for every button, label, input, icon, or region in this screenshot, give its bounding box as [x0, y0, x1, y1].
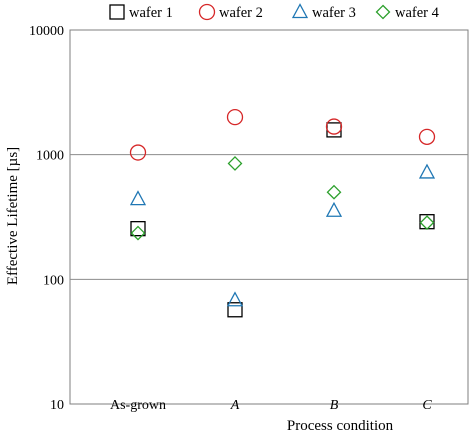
legend-label: wafer 2: [219, 5, 263, 21]
y-tick-labels: 10 100 1000 10000: [29, 24, 64, 413]
x-category-label: As-grown: [110, 398, 166, 413]
plot-frame: [69, 29, 469, 405]
legend-item: wafer 3: [291, 3, 356, 21]
legend-label: wafer 4: [395, 5, 440, 21]
legend-square-marker: [109, 4, 125, 20]
circle-marker: [418, 128, 436, 145]
legend-circle-marker: [198, 3, 216, 21]
legend-label: wafer 3: [312, 5, 356, 21]
legend-triangle-marker: [291, 3, 309, 19]
x-category-label: A: [230, 398, 240, 413]
circle-marker: [325, 118, 343, 135]
legend-item: wafer 4: [375, 4, 440, 21]
diamond-marker: [130, 225, 146, 241]
legend-item: wafer 1: [109, 4, 173, 21]
diamond-marker: [326, 184, 342, 200]
legend-diamond-marker: [375, 4, 391, 20]
y-tick-label: 100: [43, 273, 64, 288]
x-category-labels: As-grown A B C: [70, 398, 468, 413]
triangle-marker: [418, 163, 436, 179]
diamond-marker: [419, 215, 435, 231]
triangle-marker: [226, 291, 244, 307]
y-tick-label: 1000: [36, 149, 64, 164]
square-marker: [326, 122, 342, 138]
legend: wafer 1 wafer 2 wafer 3 wafer 4: [109, 3, 440, 21]
y-tick-label: 10: [50, 398, 64, 413]
triangle-marker: [129, 190, 147, 206]
y-axis-title: Effective Lifetime [µs]: [5, 147, 21, 285]
y-tick-label: 10000: [29, 24, 64, 39]
diamond-marker: [227, 156, 243, 171]
square-marker: [130, 221, 146, 237]
square-marker: [227, 302, 243, 318]
legend-label: wafer 1: [129, 5, 173, 21]
circle-marker: [226, 108, 244, 126]
x-category-label: B: [330, 398, 339, 413]
data-points: [129, 108, 436, 318]
x-category-label: C: [422, 398, 432, 413]
triangle-marker: [325, 201, 343, 217]
legend-item: wafer 2: [198, 3, 263, 21]
grid-lines: [70, 154, 468, 280]
circle-marker: [129, 144, 147, 161]
x-axis-title: Process condition: [287, 418, 394, 434]
